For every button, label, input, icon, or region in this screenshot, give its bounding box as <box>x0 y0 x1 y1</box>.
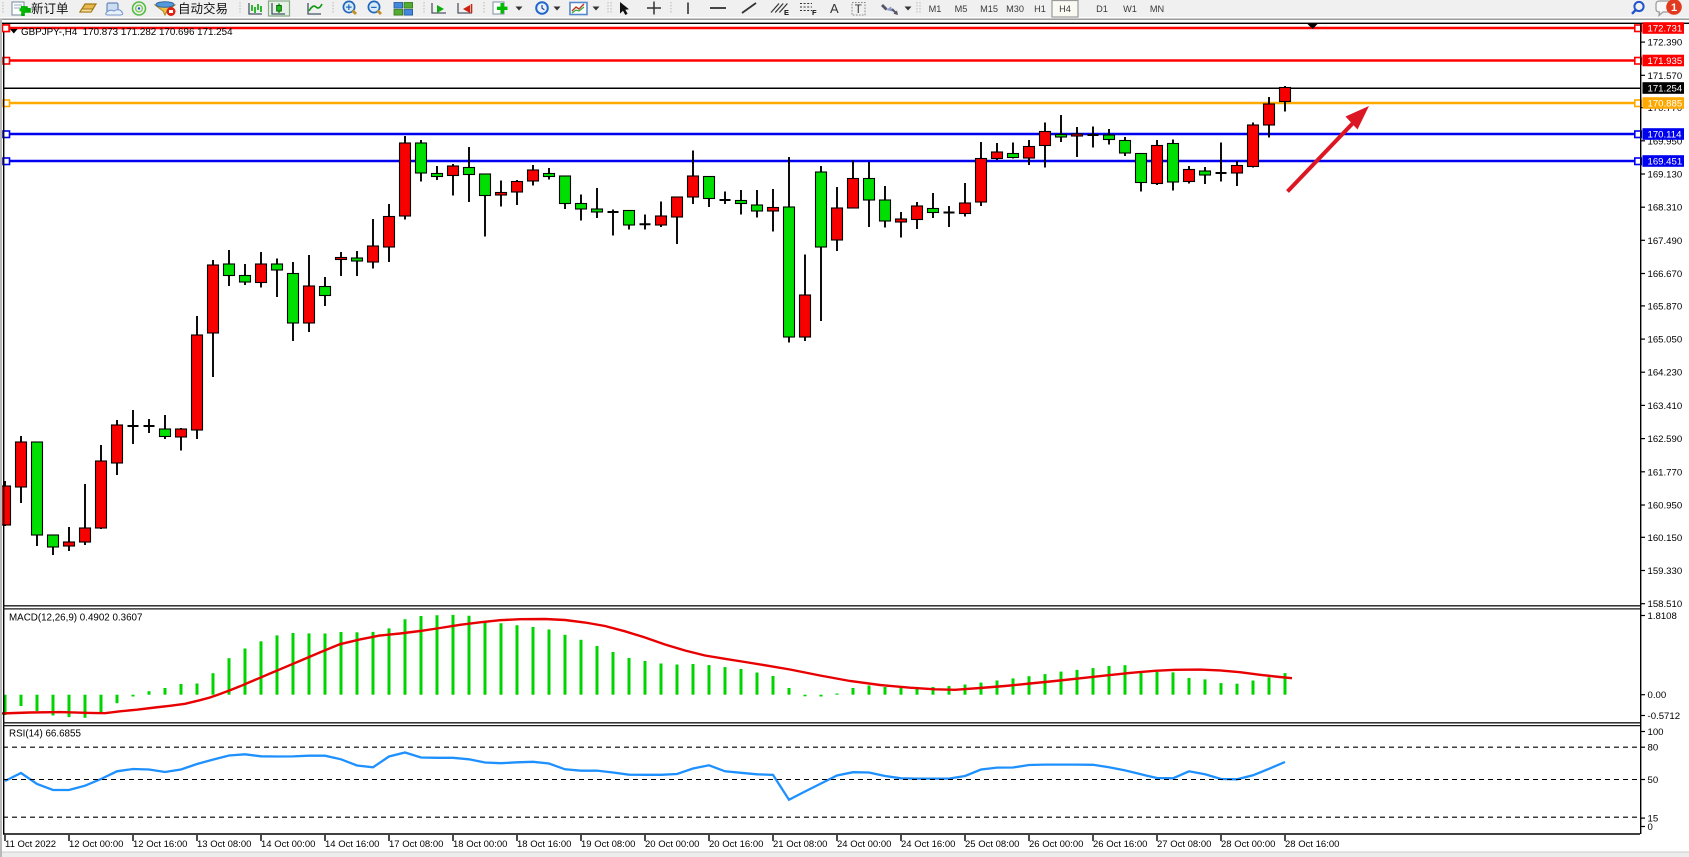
svg-text:RSI(14) 66.6855: RSI(14) 66.6855 <box>9 729 81 740</box>
svg-text:13 Oct 08:00: 13 Oct 08:00 <box>197 839 251 850</box>
svg-text:171.254: 171.254 <box>1648 84 1683 95</box>
svg-text:160.950: 160.950 <box>1648 501 1683 512</box>
svg-text:D1: D1 <box>1096 4 1108 14</box>
svg-text:172.390: 172.390 <box>1648 38 1683 49</box>
svg-text:GBPJPY-,H4 170.873 171.282 17: GBPJPY-,H4 170.873 171.282 170.696 171.2… <box>21 27 233 38</box>
svg-text:163.410: 163.410 <box>1648 401 1683 412</box>
svg-text:169.950: 169.950 <box>1648 136 1683 147</box>
svg-text:T: T <box>855 4 862 16</box>
svg-text:24 Oct 00:00: 24 Oct 00:00 <box>837 839 891 850</box>
svg-text:自动交易: 自动交易 <box>178 1 228 16</box>
svg-text:新订单: 新订单 <box>31 1 69 16</box>
svg-text:20 Oct 00:00: 20 Oct 00:00 <box>645 839 699 850</box>
svg-text:170.114: 170.114 <box>1648 130 1683 141</box>
svg-text:15: 15 <box>1648 814 1659 825</box>
svg-text:170.885: 170.885 <box>1648 99 1683 110</box>
svg-text:20 Oct 16:00: 20 Oct 16:00 <box>709 839 763 850</box>
svg-text:−: − <box>371 2 377 14</box>
svg-text:164.230: 164.230 <box>1648 368 1683 379</box>
svg-text:160.150: 160.150 <box>1648 533 1683 544</box>
svg-text:0: 0 <box>1648 822 1653 833</box>
svg-text:171.570: 171.570 <box>1648 71 1683 82</box>
svg-text:165.050: 165.050 <box>1648 335 1683 346</box>
svg-text:50: 50 <box>1648 775 1659 786</box>
svg-text:171.935: 171.935 <box>1648 56 1683 67</box>
svg-text:158.510: 158.510 <box>1648 599 1683 610</box>
svg-text:162.590: 162.590 <box>1648 434 1683 445</box>
svg-text:H4: H4 <box>1059 4 1071 14</box>
svg-text:28 Oct 16:00: 28 Oct 16:00 <box>1285 839 1339 850</box>
svg-text:169.130: 169.130 <box>1648 170 1683 181</box>
svg-text:159.330: 159.330 <box>1648 566 1683 577</box>
svg-text:24 Oct 16:00: 24 Oct 16:00 <box>901 839 955 850</box>
svg-text:W1: W1 <box>1123 4 1137 14</box>
svg-text:161.770: 161.770 <box>1648 467 1683 478</box>
svg-text:1: 1 <box>1671 2 1677 14</box>
svg-text:11 Oct 2022: 11 Oct 2022 <box>5 839 56 850</box>
svg-text:M5: M5 <box>955 4 968 14</box>
svg-text:166.670: 166.670 <box>1648 269 1683 280</box>
svg-text:169.451: 169.451 <box>1648 157 1683 168</box>
svg-text:168.310: 168.310 <box>1648 203 1683 214</box>
svg-text:+: + <box>346 2 352 14</box>
svg-text:M1: M1 <box>929 4 942 14</box>
svg-text:25 Oct 08:00: 25 Oct 08:00 <box>965 839 1019 850</box>
svg-text:18 Oct 00:00: 18 Oct 00:00 <box>453 839 507 850</box>
svg-text:167.490: 167.490 <box>1648 236 1683 247</box>
svg-text:28 Oct 00:00: 28 Oct 00:00 <box>1221 839 1275 850</box>
svg-text:H1: H1 <box>1034 4 1046 14</box>
svg-text:14 Oct 00:00: 14 Oct 00:00 <box>261 839 315 850</box>
svg-text:F: F <box>812 8 817 17</box>
svg-text:18 Oct 16:00: 18 Oct 16:00 <box>517 839 571 850</box>
svg-text:M30: M30 <box>1006 4 1024 14</box>
svg-text:19 Oct 08:00: 19 Oct 08:00 <box>581 839 635 850</box>
svg-text:27 Oct 08:00: 27 Oct 08:00 <box>1157 839 1211 850</box>
svg-text:14 Oct 16:00: 14 Oct 16:00 <box>325 839 379 850</box>
svg-text:17 Oct 08:00: 17 Oct 08:00 <box>389 839 443 850</box>
svg-text:-0.5712: -0.5712 <box>1648 711 1681 722</box>
svg-text:26 Oct 16:00: 26 Oct 16:00 <box>1093 839 1147 850</box>
svg-text:MN: MN <box>1150 4 1164 14</box>
svg-text:172.731: 172.731 <box>1648 24 1683 35</box>
svg-text:80: 80 <box>1648 743 1659 754</box>
svg-text:26 Oct 00:00: 26 Oct 00:00 <box>1029 839 1083 850</box>
svg-text:A: A <box>830 1 839 16</box>
svg-text:21 Oct 08:00: 21 Oct 08:00 <box>773 839 827 850</box>
svg-text:M15: M15 <box>980 4 998 14</box>
svg-text:12 Oct 00:00: 12 Oct 00:00 <box>69 839 123 850</box>
svg-text:MACD(12,26,9) 0.4902 0.3607: MACD(12,26,9) 0.4902 0.3607 <box>9 613 142 624</box>
svg-text:E: E <box>784 8 789 17</box>
svg-text:165.870: 165.870 <box>1648 301 1683 312</box>
svg-text:12 Oct 16:00: 12 Oct 16:00 <box>133 839 187 850</box>
svg-text:0.00: 0.00 <box>1648 690 1667 701</box>
svg-text:1.8108: 1.8108 <box>1648 611 1677 622</box>
svg-text:100: 100 <box>1648 727 1664 738</box>
